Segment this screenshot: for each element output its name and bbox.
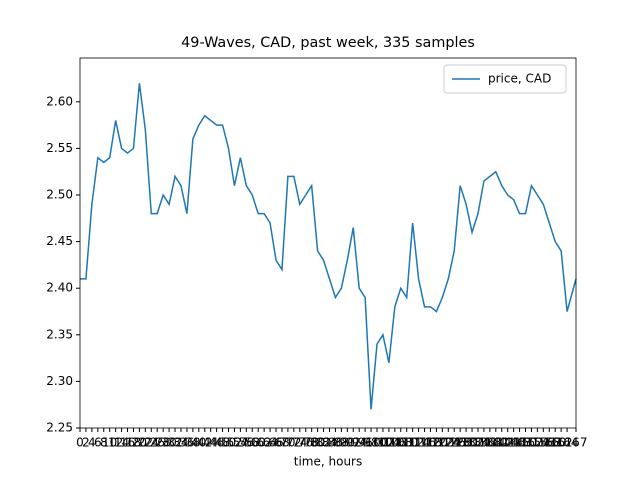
x-tick-label: 66 bbox=[268, 436, 283, 450]
x-tick-label: 52 bbox=[227, 436, 242, 450]
x-tick-label: 142 bbox=[490, 436, 513, 450]
x-tick-label: 148 bbox=[508, 436, 531, 450]
x-tick-label: 74 bbox=[292, 436, 307, 450]
y-tick-label: 2.35 bbox=[46, 327, 73, 341]
x-tick-label: 76 bbox=[298, 436, 313, 450]
x-tick-label: 144 bbox=[496, 436, 519, 450]
x-tick-label: 152 bbox=[520, 436, 543, 450]
x-tick-label: 10 bbox=[102, 436, 117, 450]
x-tick-label: 42 bbox=[197, 436, 212, 450]
x-tick-label: 162 bbox=[550, 436, 573, 450]
x-tick-label: 38 bbox=[185, 436, 200, 450]
x-tick-label: 26 bbox=[150, 436, 165, 450]
x-tick-label: 98 bbox=[363, 436, 378, 450]
x-tick-label: 20 bbox=[132, 436, 147, 450]
x-tick-label: 58 bbox=[245, 436, 260, 450]
x-tick-label: 90 bbox=[340, 436, 355, 450]
x-tick-label: 82 bbox=[316, 436, 331, 450]
x-tick-label: 167 bbox=[565, 436, 588, 450]
x-tick-label: 64 bbox=[262, 436, 277, 450]
x-tick-label: 78 bbox=[304, 436, 319, 450]
x-tick-label: 54 bbox=[233, 436, 248, 450]
y-tick-label: 2.25 bbox=[46, 421, 73, 435]
x-tick-label: 100 bbox=[366, 436, 389, 450]
x-tick-label: 132 bbox=[461, 436, 484, 450]
x-tick-label: 126 bbox=[443, 436, 466, 450]
x-tick-label: 28 bbox=[156, 436, 171, 450]
x-tick-label: 0 bbox=[76, 436, 84, 450]
x-tick-label: 160 bbox=[544, 436, 567, 450]
x-tick-label: 2 bbox=[82, 436, 90, 450]
x-tick-label: 84 bbox=[322, 436, 337, 450]
x-tick-label: 122 bbox=[431, 436, 454, 450]
x-tick-label: 92 bbox=[346, 436, 361, 450]
x-tick-label: 134 bbox=[467, 436, 490, 450]
x-tick-label: 14 bbox=[114, 436, 129, 450]
x-tick-label: 4 bbox=[88, 436, 96, 450]
x-tick-label: 120 bbox=[425, 436, 448, 450]
x-tick-label: 72 bbox=[286, 436, 301, 450]
x-tick-label: 158 bbox=[538, 436, 561, 450]
x-tick-label: 114 bbox=[407, 436, 430, 450]
x-tick-label: 164 bbox=[556, 436, 579, 450]
x-tick-label: 6 bbox=[94, 436, 102, 450]
x-tick-label: 48 bbox=[215, 436, 230, 450]
x-tick-label: 44 bbox=[203, 436, 218, 450]
x-tick-label: 150 bbox=[514, 436, 537, 450]
y-tick-label: 2.50 bbox=[46, 188, 73, 202]
x-tick-label: 96 bbox=[357, 436, 372, 450]
x-tick-label: 94 bbox=[352, 436, 367, 450]
y-tick-label: 2.45 bbox=[46, 234, 73, 248]
y-tick-label: 2.60 bbox=[46, 94, 73, 108]
line bbox=[80, 83, 577, 410]
x-tick-label: 60 bbox=[251, 436, 266, 450]
x-tick-label: 116 bbox=[413, 436, 436, 450]
x-tick-label: 36 bbox=[179, 436, 194, 450]
x-tick-label: 156 bbox=[532, 436, 555, 450]
x-tick-label: 8 bbox=[100, 436, 108, 450]
x-tick-label: 130 bbox=[455, 436, 478, 450]
x-tick-label: 104 bbox=[377, 436, 400, 450]
x-tick-label: 146 bbox=[502, 436, 525, 450]
y-tick-label: 2.55 bbox=[46, 141, 73, 155]
x-tick-label: 50 bbox=[221, 436, 236, 450]
x-tick-label: 68 bbox=[274, 436, 289, 450]
x-tick-label: 118 bbox=[419, 436, 442, 450]
x-tick-label: 80 bbox=[310, 436, 325, 450]
y-tick-label: 2.40 bbox=[46, 281, 73, 295]
x-tick-label: 128 bbox=[449, 436, 472, 450]
x-tick-label: 16 bbox=[120, 436, 135, 450]
x-tick-label: 24 bbox=[144, 436, 159, 450]
x-tick-label: 32 bbox=[167, 436, 182, 450]
legend-box bbox=[443, 64, 567, 94]
x-tick-label: 136 bbox=[472, 436, 495, 450]
x-tick-label: 112 bbox=[401, 436, 424, 450]
x-tick-label: 124 bbox=[437, 436, 460, 450]
x-tick-label: 86 bbox=[328, 436, 343, 450]
y-tick-label: 2.30 bbox=[46, 374, 73, 388]
chart-title: 49-Waves, CAD, past week, 335 samples bbox=[181, 35, 475, 51]
x-tick-label: 22 bbox=[138, 436, 153, 450]
x-tick-label: 30 bbox=[161, 436, 176, 450]
plot-frame bbox=[79, 57, 577, 429]
x-tick-label: 154 bbox=[526, 436, 549, 450]
x-tick-label: 18 bbox=[126, 436, 141, 450]
x-tick-label: 40 bbox=[191, 436, 206, 450]
x-tick-label: 110 bbox=[395, 436, 418, 450]
x-tick-label: 46 bbox=[209, 436, 224, 450]
x-tick-label: 12 bbox=[108, 436, 123, 450]
x-tick-label: 138 bbox=[478, 436, 501, 450]
x-tick-label: 108 bbox=[389, 436, 412, 450]
x-tick-label: 70 bbox=[280, 436, 295, 450]
x-tick-label: 88 bbox=[334, 436, 349, 450]
x-tick-label: 62 bbox=[257, 436, 272, 450]
x-tick-label: 34 bbox=[173, 436, 188, 450]
x-axis-label: time, hours bbox=[294, 455, 362, 469]
x-tick-label: 102 bbox=[371, 436, 394, 450]
x-tick-label: 106 bbox=[383, 436, 406, 450]
legend-label: price, CAD bbox=[488, 72, 551, 86]
x-tick-label: 56 bbox=[239, 436, 254, 450]
x-tick-label: 140 bbox=[484, 436, 507, 450]
